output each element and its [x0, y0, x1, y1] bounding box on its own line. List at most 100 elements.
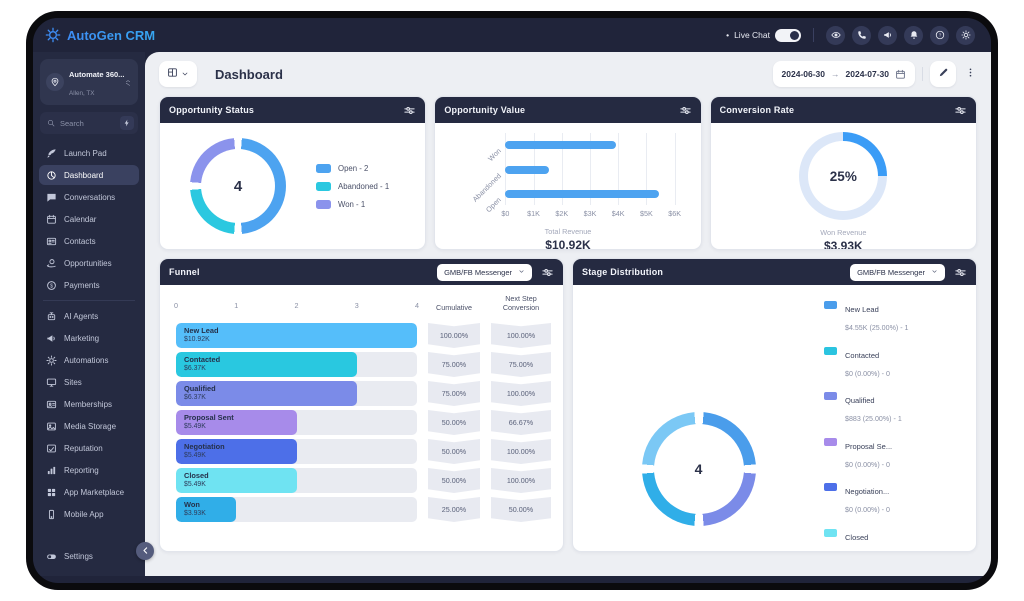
sidebar-item-dashboard[interactable]: Dashboard — [39, 165, 139, 185]
legend-item: Abandoned - 1 — [316, 181, 389, 191]
sidebar-item-payments[interactable]: $ Payments — [39, 275, 139, 295]
toggle-icon — [46, 551, 57, 562]
axis-tick: $2K — [555, 209, 569, 218]
bolt-icon[interactable] — [120, 116, 134, 130]
layout-selector-button[interactable] — [159, 61, 197, 87]
edit-dashboard-button[interactable] — [930, 61, 956, 87]
sidebar-item-reputation[interactable]: Reputation — [39, 438, 139, 458]
next-step-cell: 66.67% — [491, 410, 551, 435]
chevron-down-icon — [181, 65, 189, 83]
workspace-selector[interactable]: Automate 360... Allen, TX — [40, 59, 138, 105]
stage-distribution-card: Stage Distribution GMB/FB Messenger — [572, 258, 977, 552]
sidebar-collapse-button[interactable] — [136, 542, 154, 560]
more-menu-button[interactable] — [963, 65, 977, 83]
cumulative-cell: 50.00% — [428, 468, 480, 493]
dashboard-icon — [46, 170, 57, 181]
legend-chip — [824, 301, 837, 309]
filter-sliders-icon[interactable] — [541, 266, 554, 279]
sidebar-item-opportunities[interactable]: Opportunities — [39, 253, 139, 273]
legend-item: Proposal Se... $0 (0.00%) - 0 — [824, 436, 966, 472]
topbar: AutoGen CRM • Live Chat ? — [33, 18, 991, 52]
sidebar-item-settings[interactable]: Settings — [39, 546, 139, 566]
cumulative-cell: 100.00% — [428, 323, 480, 348]
opportunity-value-card: Opportunity Value Won Abandoned Open — [434, 96, 702, 250]
filter-sliders-icon[interactable] — [679, 104, 692, 117]
chevron-down-icon — [931, 268, 938, 277]
sidebar-item-conversations[interactable]: Conversations — [39, 187, 139, 207]
gridline — [646, 133, 648, 205]
contact-card-icon — [46, 236, 57, 247]
sidebar-item-launch-pad[interactable]: Launch Pad — [39, 143, 139, 163]
legend-item: Won - 1 — [316, 199, 389, 209]
workspace-location: Allen, TX — [69, 90, 95, 97]
funnel-bar-qualified: Qualified $6.37K — [176, 381, 357, 406]
sidebar-item-ai-agents[interactable]: AI Agents — [39, 306, 139, 326]
sidebar-item-sites[interactable]: Sites — [39, 372, 139, 392]
sidebar-item-label: Settings — [64, 551, 93, 561]
sidebar-item-app-marketplace[interactable]: App Marketplace — [39, 482, 139, 502]
sidebar-item-contacts[interactable]: Contacts — [39, 231, 139, 251]
page-title: Dashboard — [215, 66, 283, 82]
help-icon[interactable]: ? — [930, 25, 949, 45]
funnel-filter-dropdown[interactable]: GMB/FB Messenger — [437, 263, 532, 281]
search-input[interactable] — [60, 118, 115, 128]
sidebar-item-automations[interactable]: Automations — [39, 350, 139, 370]
sidebar-item-label: Media Storage — [64, 421, 117, 431]
axis-tick: 2 — [294, 301, 299, 310]
grid-icon — [46, 487, 57, 498]
opportunity-status-card: Opportunity Status 4 Open - 2 — [159, 96, 427, 250]
date-range-picker[interactable]: 2024-06-30 → 2024-07-30 — [772, 61, 915, 87]
next-step-cell: 100.00% — [491, 439, 551, 464]
megaphone-icon[interactable] — [878, 25, 897, 45]
card-title: Conversion Rate — [719, 105, 795, 115]
sidebar-item-memberships[interactable]: Memberships — [39, 394, 139, 414]
phone-icon[interactable] — [852, 25, 871, 45]
card-title: Stage Distribution — [582, 267, 664, 277]
card-title: Opportunity Value — [444, 105, 526, 115]
funnel-bar-closed: Closed $5.49K — [176, 468, 297, 493]
axis-tick: 3 — [354, 301, 359, 310]
axis-tick: $0 — [501, 209, 510, 218]
funnel-bar-new-lead: New Lead $10.92K — [176, 323, 417, 348]
date-start: 2024-06-30 — [781, 69, 826, 79]
chevron-down-icon — [518, 268, 525, 277]
sidebar-item-reporting[interactable]: Reporting — [39, 460, 139, 480]
funnel-bar-negotiation: Negotiation $5.49K — [176, 439, 297, 464]
gridline — [618, 133, 620, 205]
cumulative-column-header: Cumulative — [436, 303, 472, 312]
stage-distribution-donut: 4 — [641, 412, 756, 527]
gear-icon[interactable] — [956, 25, 975, 45]
sidebar-item-label: Launch Pad — [64, 148, 107, 158]
bell-icon[interactable] — [904, 25, 923, 45]
funnel-bar-track: Qualified $6.37K — [176, 381, 417, 406]
total-revenue-label: Total Revenue — [544, 227, 592, 236]
sidebar-item-media-storage[interactable]: Media Storage — [39, 416, 139, 436]
app-window: AutoGen CRM • Live Chat ? Automate 360..… — [26, 11, 998, 590]
sidebar-item-mobile-app[interactable]: Mobile App — [39, 504, 139, 524]
live-chat-toggle[interactable] — [775, 28, 801, 42]
category-label: Open — [483, 195, 503, 215]
stage-filter-dropdown[interactable]: GMB/FB Messenger — [850, 263, 945, 281]
sidebar-item-calendar[interactable]: Calendar — [39, 209, 139, 229]
funnel-chart: 0 1 2 3 4 Cumulative Next Step Conversio… — [174, 293, 551, 522]
funnel-bar-proposal-sent: Proposal Sent $5.49K — [176, 410, 297, 435]
chat-icon — [46, 192, 57, 203]
calendar-icon — [46, 214, 57, 225]
filter-sliders-icon[interactable] — [954, 266, 967, 279]
live-chat: • Live Chat — [726, 28, 801, 42]
rocket-icon — [46, 148, 57, 159]
legend-chip — [316, 163, 331, 173]
bar-chart-icon — [46, 465, 57, 476]
sidebar-item-marketing[interactable]: Marketing — [39, 328, 139, 348]
sidebar-item-label: Opportunities — [64, 258, 112, 268]
eye-icon[interactable] — [826, 25, 845, 45]
conversion-percent: 25% — [829, 168, 857, 184]
x-axis: $0 $1K $2K $3K $4K $5K $6K — [501, 209, 681, 221]
dashboard-toolbar: Dashboard 2024-06-30 → 2024-07-30 — [159, 60, 977, 88]
sidebar-item-label: Calendar — [64, 214, 97, 224]
filter-sliders-icon[interactable] — [403, 104, 416, 117]
sidebar-search — [40, 112, 138, 134]
sidebar-divider — [43, 300, 135, 301]
filter-sliders-icon[interactable] — [954, 104, 967, 117]
next-step-cell: 50.00% — [491, 497, 551, 522]
